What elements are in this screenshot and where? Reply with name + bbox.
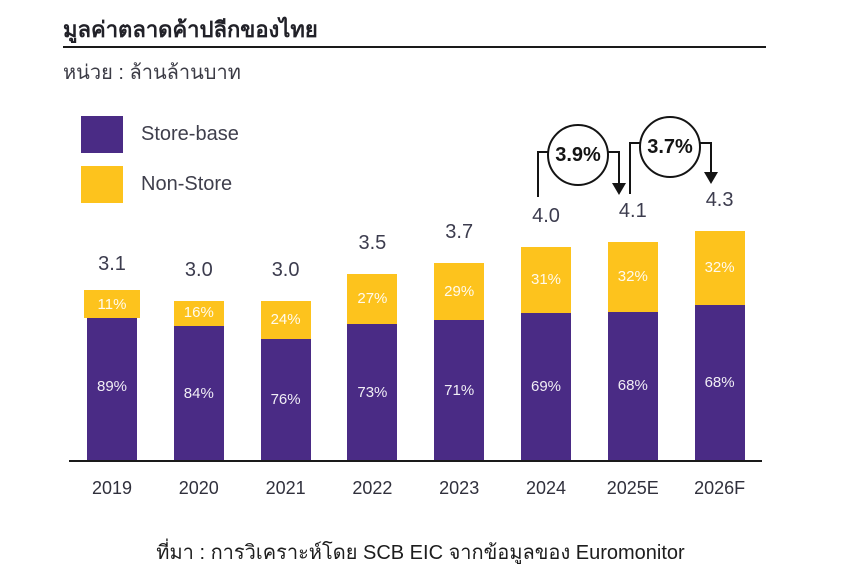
store-base-pct-label-2022: 73% [357,383,388,401]
title-divider [63,46,766,48]
non-store-pct-label-2024: 31% [530,271,562,289]
x-axis-line [69,460,762,462]
bar-segment-store-base-2021 [260,339,311,461]
annotation-connector-line [537,151,539,197]
bar-segment-non-store-2022 [347,273,398,325]
store-base-pct-label-2025E: 68% [617,377,648,395]
bar-segment-store-base-2025E [607,311,658,461]
bar-segment-store-base-2024 [521,313,571,461]
store-base-pct-label-2020: 84% [183,384,214,402]
non-store-pct-label-2026F: 32% [704,258,735,276]
total-value-label-2020: 3.0 [184,258,213,281]
store-base-pct-label-2019: 89% [96,378,128,396]
x-axis-label-2021: 2021 [265,478,306,498]
bar-segment-non-store-2026F [694,230,745,305]
down-arrow-icon [704,172,718,184]
growth-badge-3-7: 3.7% [639,116,701,178]
bar-segment-non-store-2021 [260,300,311,340]
legend-label-non-store: Non-Store [141,173,233,195]
source-note: ที่มา : การวิเคราะห์โดย SCB EIC จากข้อมู… [156,542,685,564]
legend: Store-base Non-Store [81,116,239,203]
legend-item-non-store: Non-Store [81,166,239,203]
store-base-pct-label-2023: 71% [444,381,475,399]
growth-value: 3.9% [555,143,601,166]
total-value-label-2025E: 4.1 [618,199,647,222]
growth-badge-3-9: 3.9% [547,124,609,186]
annotation-connector-line [699,142,712,144]
annotation-connector-line [629,142,641,144]
non-store-pct-label-2020: 16% [183,304,214,322]
total-value-label-2021: 3.0 [271,258,300,281]
annotation-connector-line [537,151,549,153]
bar-segment-non-store-2023 [434,263,485,321]
bar-segment-store-base-2022 [347,324,398,461]
down-arrow-icon [612,183,626,195]
legend-item-store-base: Store-base [81,116,239,153]
store-base-pct-label-2026F: 68% [704,373,735,391]
x-axis-label-2024: 2024 [525,478,567,498]
unit-label: หน่วย : ล้านล้านบาท [63,62,241,84]
x-axis-label-2026F: 2026F [694,478,746,498]
annotation-connector-line [618,151,620,184]
x-axis-label-2022: 2022 [352,478,393,498]
x-axis-label-2023: 2023 [439,478,480,498]
total-value-label-2023: 3.7 [445,221,474,244]
bar-segment-store-base-2019 [87,313,137,461]
store-base-swatch-icon [81,116,123,153]
store-base-pct-label-2024: 69% [530,378,562,396]
store-base-pct-label-2021: 76% [270,391,301,408]
non-store-pct-label-2025E: 32% [617,267,648,285]
bar-segment-store-base-2023 [434,320,485,461]
non-store-label-box-2019: 11% [84,290,140,319]
bar-segment-non-store-2025E [607,241,658,312]
annotation-connector-line [710,142,712,173]
total-value-label-2022: 3.5 [358,231,387,254]
legend-label-store-base: Store-base [141,123,239,145]
bar-segment-store-base-2026F [694,304,745,461]
annotation-connector-line [607,151,620,153]
non-store-pct-label: 11% [97,295,127,313]
bar-segment-non-store-2020 [173,300,224,327]
page-title: มูลค่าตลาดค้าปลีกของไทย [63,17,318,42]
total-value-label-2024: 4.0 [532,205,560,227]
total-value-label-2019: 3.1 [98,253,126,276]
x-axis-label-2025E: 2025E [606,478,659,498]
total-value-label-2026F: 4.3 [705,188,734,211]
non-store-pct-label-2021: 24% [270,310,301,328]
x-axis-label-2020: 2020 [178,478,219,498]
x-axis-label-2019: 2019 [91,478,133,498]
growth-value: 3.7% [647,135,693,158]
non-store-swatch-icon [81,166,123,203]
bar-segment-non-store-2024 [521,247,571,314]
non-store-pct-label-2023: 29% [444,282,475,300]
bar-segment-store-base-2020 [173,326,224,461]
annotation-connector-line [629,142,631,194]
non-store-pct-label-2022: 27% [357,290,388,308]
